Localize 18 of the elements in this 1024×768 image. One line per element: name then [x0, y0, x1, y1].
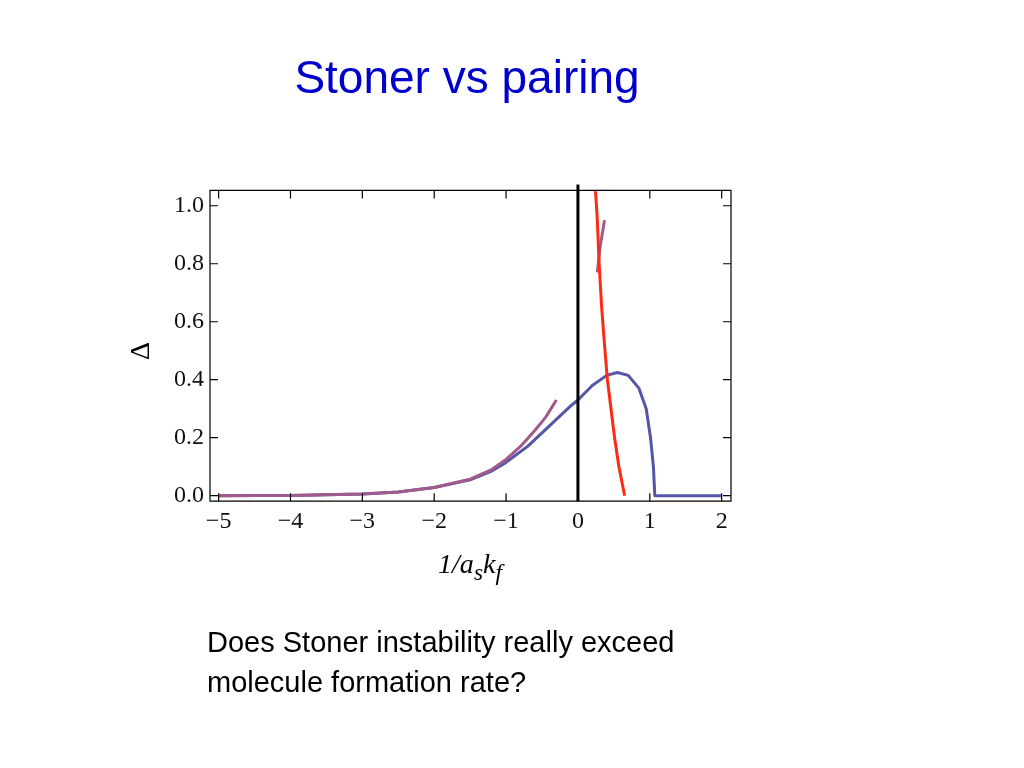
- x-tick-label: −5: [205, 506, 232, 533]
- x-tick-label: −4: [277, 506, 304, 533]
- chart-title: Stoner vs pairing: [293, 50, 641, 104]
- x-tick-label: −1: [493, 506, 519, 533]
- x-tick-label: −3: [349, 506, 376, 533]
- y-tick-label: 0.6: [174, 307, 204, 334]
- y-tick-label: 0.4: [174, 365, 204, 392]
- y-tick-label: 0.8: [174, 249, 204, 276]
- x-tick-label: 1: [643, 506, 656, 533]
- x-axis-title: 1/a$_{s}$k$_{f}$: [437, 548, 506, 586]
- x-tick-label: −2: [421, 506, 447, 533]
- x-tick-label: 0: [571, 506, 584, 533]
- y-tick-label: 0.2: [174, 423, 204, 449]
- y-axis-title: Δ: [124, 341, 156, 362]
- y-tick-label: 1.0: [174, 191, 204, 218]
- text: Does Stoner instability really exceed molecule formation rate?: [207, 625, 676, 700]
- x-tick-label: 2: [715, 506, 728, 533]
- y-tick-label: 0.0: [174, 480, 204, 507]
